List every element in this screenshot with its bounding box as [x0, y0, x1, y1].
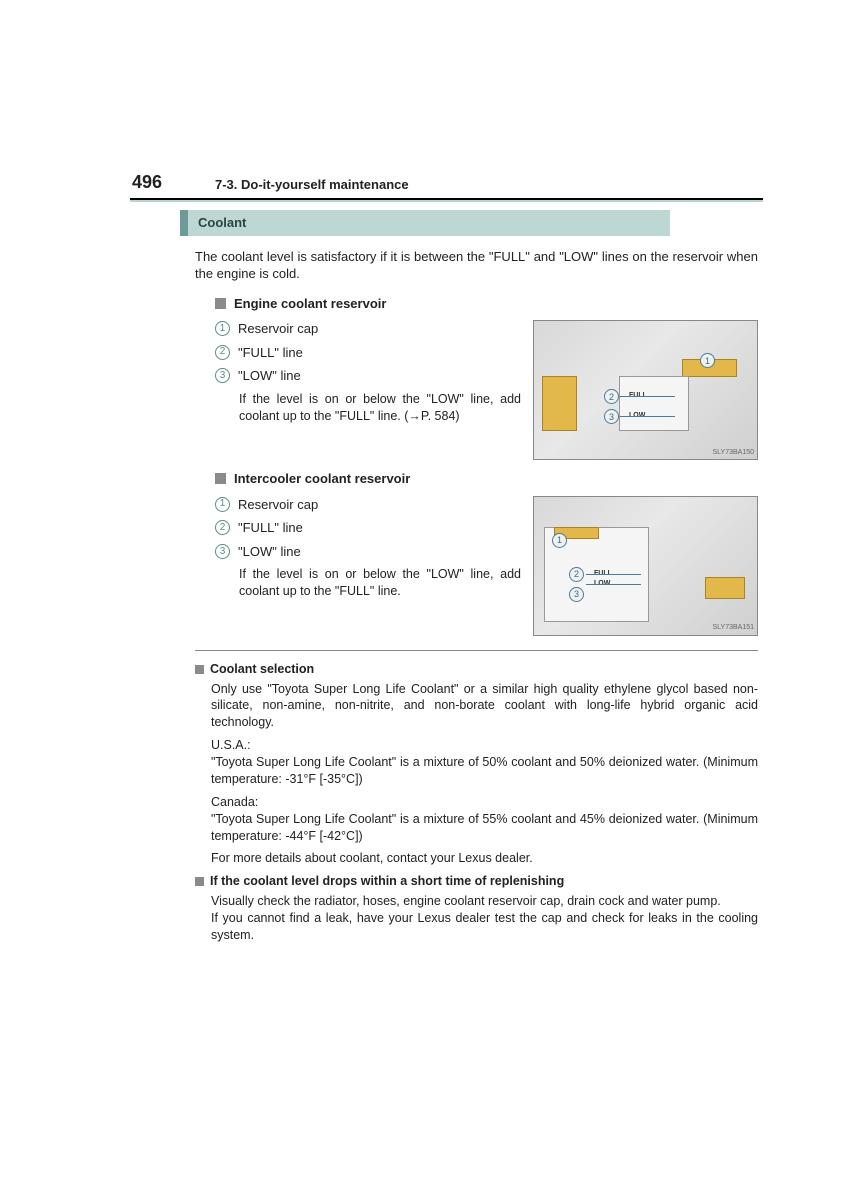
coolant-selection-heading: Coolant selection: [195, 661, 758, 678]
list-item-label: "FULL" line: [238, 519, 303, 537]
usa-label: U.S.A.:: [211, 737, 758, 754]
figure-part: [705, 577, 745, 599]
square-bullet-icon: [215, 473, 226, 484]
figure-line: [620, 416, 675, 417]
canada-body: "Toyota Super Long Life Coolant" is a mi…: [211, 811, 758, 845]
number-circle-icon: 3: [215, 368, 230, 383]
intercooler-figure: 1 2 3 FULL LOW SLY73BA151: [533, 496, 758, 636]
engine-list-col: 1 Reservoir cap 2 "FULL" line 3 "LOW" li…: [215, 320, 521, 460]
list-item-label: Reservoir cap: [238, 496, 318, 514]
number-circle-icon: 1: [215, 321, 230, 336]
intercooler-content-row: 1 Reservoir cap 2 "FULL" line 3 "LOW" li…: [215, 496, 758, 636]
intercooler-heading: Intercooler coolant reservoir: [215, 470, 758, 488]
level-drops-body: Visually check the radiator, hoses, engi…: [211, 893, 758, 944]
intercooler-list-col: 1 Reservoir cap 2 "FULL" line 3 "LOW" li…: [215, 496, 521, 636]
contact-text: For more details about coolant, contact …: [211, 850, 758, 867]
figure-callout: 2: [569, 567, 584, 582]
number-circle-icon: 3: [215, 544, 230, 559]
usa-body: "Toyota Super Long Life Coolant" is a mi…: [211, 754, 758, 788]
canada-label: Canada:: [211, 794, 758, 811]
intercooler-note: If the level is on or below the "LOW" li…: [239, 566, 521, 600]
engine-heading: Engine coolant reservoir: [215, 295, 758, 313]
coolant-selection-label: Coolant selection: [210, 661, 314, 678]
engine-note: If the level is on or below the "LOW" li…: [239, 391, 521, 425]
list-item-label: "FULL" line: [238, 344, 303, 362]
number-circle-icon: 1: [215, 497, 230, 512]
page-content: Coolant The coolant level is satisfactor…: [0, 0, 848, 1010]
list-item: 1 Reservoir cap: [215, 496, 521, 514]
list-item: 1 Reservoir cap: [215, 320, 521, 338]
figure-callout: 3: [569, 587, 584, 602]
intro-text: The coolant level is satisfactory if it …: [195, 248, 758, 283]
list-item: 3 "LOW" line: [215, 543, 521, 561]
level-drops-heading: If the coolant level drops within a shor…: [195, 873, 758, 890]
figure-caption: SLY73BA150: [712, 448, 754, 457]
figure-part: [542, 376, 577, 431]
number-circle-icon: 2: [215, 345, 230, 360]
figure-line: [586, 584, 641, 585]
figure-reservoir: [619, 376, 689, 431]
square-bullet-icon: [215, 298, 226, 309]
divider: [195, 650, 758, 651]
section-path: 7-3. Do-it-yourself maintenance: [215, 176, 409, 194]
header-accent: [130, 200, 763, 202]
figure-callout: 1: [552, 533, 567, 548]
level-drops-label: If the coolant level drops within a shor…: [210, 873, 564, 890]
intercooler-list: 1 Reservoir cap 2 "FULL" line 3 "LOW" li…: [215, 496, 521, 561]
intercooler-heading-label: Intercooler coolant reservoir: [234, 470, 410, 488]
square-bullet-icon: [195, 665, 204, 674]
figure-line: [586, 574, 641, 575]
square-bullet-icon: [195, 877, 204, 886]
engine-heading-label: Engine coolant reservoir: [234, 295, 386, 313]
section-title: Coolant: [188, 210, 670, 236]
engine-content-row: 1 Reservoir cap 2 "FULL" line 3 "LOW" li…: [215, 320, 758, 460]
list-item: 3 "LOW" line: [215, 367, 521, 385]
list-item: 2 "FULL" line: [215, 344, 521, 362]
engine-list: 1 Reservoir cap 2 "FULL" line 3 "LOW" li…: [215, 320, 521, 385]
figure-caption: SLY73BA151: [712, 623, 754, 632]
engine-figure-col: 1 2 3 FULL LOW SLY73BA150: [533, 320, 758, 460]
list-item-label: "LOW" line: [238, 367, 301, 385]
coolant-selection-body: Only use "Toyota Super Long Life Coolant…: [211, 681, 758, 732]
page-number: 496: [132, 170, 162, 194]
number-circle-icon: 2: [215, 520, 230, 535]
list-item-label: Reservoir cap: [238, 320, 318, 338]
intercooler-figure-col: 1 2 3 FULL LOW SLY73BA151: [533, 496, 758, 636]
section-bar: [180, 210, 188, 236]
list-item: 2 "FULL" line: [215, 519, 521, 537]
figure-line: [620, 396, 675, 397]
section-header: Coolant: [180, 210, 670, 236]
list-item-label: "LOW" line: [238, 543, 301, 561]
engine-figure: 1 2 3 FULL LOW SLY73BA150: [533, 320, 758, 460]
